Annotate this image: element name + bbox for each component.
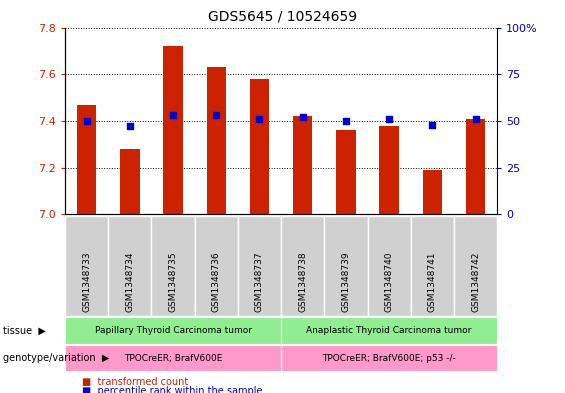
Text: GSM1348742: GSM1348742 (471, 252, 480, 312)
Text: GDS5645 / 10524659: GDS5645 / 10524659 (208, 10, 357, 24)
Text: GSM1348733: GSM1348733 (82, 252, 91, 312)
Bar (250, 79, 269, 214)
Text: TPOCreER; BrafV600E: TPOCreER; BrafV600E (124, 354, 222, 362)
Bar (423, 170, 442, 214)
Text: GSM1348735: GSM1348735 (168, 252, 177, 312)
Text: TPOCreER; BrafV600E; p53 -/-: TPOCreER; BrafV600E; p53 -/- (322, 354, 456, 362)
Bar (120, 149, 140, 214)
Point (125, 123, 134, 130)
Bar (163, 46, 182, 214)
Text: GSM1348738: GSM1348738 (298, 252, 307, 312)
Text: GSM1348736: GSM1348736 (212, 252, 221, 312)
Text: ■  percentile rank within the sample: ■ percentile rank within the sample (82, 386, 262, 393)
Text: GSM1348737: GSM1348737 (255, 252, 264, 312)
Text: Anaplastic Thyroid Carcinoma tumor: Anaplastic Thyroid Carcinoma tumor (306, 326, 472, 335)
Point (341, 118, 350, 124)
Point (212, 112, 221, 118)
Text: GSM1348734: GSM1348734 (125, 252, 134, 312)
Text: GSM1348739: GSM1348739 (341, 252, 350, 312)
Point (168, 112, 177, 118)
Text: Papillary Thyroid Carcinoma tumor: Papillary Thyroid Carcinoma tumor (94, 326, 251, 335)
Text: tissue  ▶: tissue ▶ (3, 325, 46, 336)
Point (298, 114, 307, 120)
Point (385, 116, 394, 122)
Text: GSM1348740: GSM1348740 (385, 252, 394, 312)
Point (471, 116, 480, 122)
Bar (77, 105, 96, 214)
Bar (380, 125, 399, 214)
Text: ■  transformed count: ■ transformed count (82, 377, 188, 387)
Bar (336, 130, 355, 214)
Point (428, 121, 437, 128)
Bar (207, 67, 226, 214)
Text: genotype/variation  ▶: genotype/variation ▶ (3, 353, 109, 363)
Point (82, 118, 91, 124)
Bar (293, 116, 312, 214)
Bar (466, 119, 485, 214)
Text: GSM1348741: GSM1348741 (428, 252, 437, 312)
Point (255, 116, 264, 122)
